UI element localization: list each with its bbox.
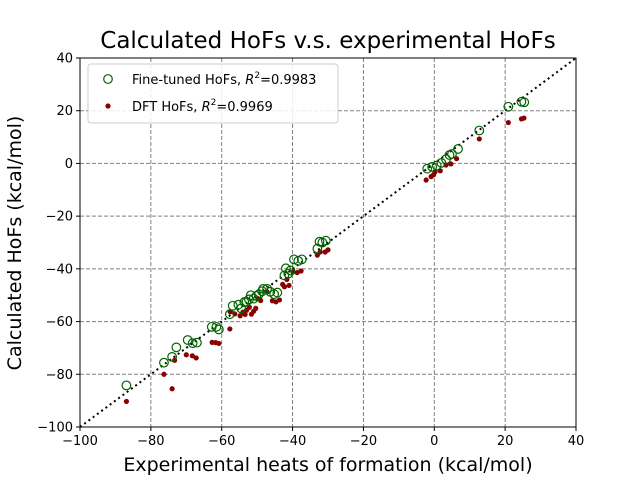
dft-data-point <box>123 398 130 405</box>
fine-tuned-data-point <box>453 144 463 154</box>
dft-data-point <box>183 352 189 358</box>
legend-label-fine-tuned: Fine-tuned HoFs, R2=0.9983 <box>132 71 316 88</box>
dft-data-point <box>276 297 283 303</box>
legend-box <box>87 63 339 124</box>
y-tick-label: 40 <box>56 52 73 67</box>
dft-data-point <box>169 386 175 392</box>
legend: Fine-tuned HoFs, R2=0.9983 DFT HoFs, R2=… <box>87 63 339 124</box>
legend-label-fine-tuned-prefix: Fine-tuned HoFs, <box>132 73 245 88</box>
x-tick-label: −60 <box>208 434 235 449</box>
fine-tuned-data-point <box>227 300 238 311</box>
dft-hofs-series <box>123 115 527 405</box>
dft-data-point <box>189 353 195 359</box>
legend-label-fine-tuned-r2: =0.9983 <box>260 73 316 88</box>
legend-marker-dft <box>105 103 111 109</box>
y-tick-label: −40 <box>46 262 73 277</box>
fine-tuned-data-point <box>159 357 169 368</box>
dft-data-point <box>505 119 511 126</box>
fine-tuned-data-point <box>312 243 323 254</box>
x-tick-label: −40 <box>279 434 306 449</box>
fine-tuned-data-point <box>171 342 182 353</box>
y-tick-label: −80 <box>46 368 73 383</box>
identity-reference-line <box>79 57 577 428</box>
dft-data-point <box>448 161 454 167</box>
x-tick-label: 40 <box>568 434 585 449</box>
x-tick-label: 0 <box>430 434 438 449</box>
legend-marker-fine-tuned <box>103 74 113 84</box>
dft-data-point <box>476 136 482 142</box>
fine-tuned-data-point <box>280 263 291 274</box>
x-tick-label: −20 <box>350 434 377 449</box>
fine-tuned-data-point <box>187 338 198 349</box>
fine-tuned-data-point <box>283 268 294 279</box>
y-tick-label: −20 <box>46 210 73 225</box>
fine-tuned-data-point <box>121 380 132 391</box>
dft-data-point <box>242 311 248 318</box>
y-tick-label: −100 <box>37 421 73 436</box>
dft-data-point <box>227 326 233 332</box>
fine-tuned-data-point <box>211 321 222 332</box>
fine-tuned-data-point <box>474 125 485 136</box>
fine-tuned-data-point <box>296 254 307 265</box>
dft-data-point <box>294 269 300 276</box>
fine-tuned-data-point <box>213 324 224 335</box>
fine-tuned-hofs-series <box>121 96 530 391</box>
fine-tuned-data-point <box>262 283 272 294</box>
fine-tuned-data-point <box>427 161 438 172</box>
dft-data-point <box>325 247 331 253</box>
dft-data-point <box>281 284 288 290</box>
dft-data-point <box>193 355 199 361</box>
y-tick-label: −60 <box>46 315 73 330</box>
x-tick-label: −80 <box>137 434 164 449</box>
fine-tuned-data-point <box>447 149 457 159</box>
legend-label-dft-r2: =0.9969 <box>216 100 272 115</box>
dft-data-point <box>298 268 304 274</box>
dft-data-point <box>161 371 167 377</box>
y-tick-label: 0 <box>65 157 73 172</box>
dft-data-point <box>237 313 243 319</box>
fine-tuned-data-point <box>285 265 296 276</box>
fine-tuned-data-point <box>206 321 217 332</box>
fine-tuned-data-point <box>503 101 514 112</box>
dft-data-point <box>253 305 259 311</box>
dft-data-point <box>423 177 429 183</box>
y-axis-label: Calculated HoFs (kcal/mol) <box>4 116 26 371</box>
fine-tuned-data-point <box>519 97 530 108</box>
chart-title: Calculated HoFs v.s. experimental HoFs <box>100 28 555 54</box>
x-tick-label: 20 <box>497 434 514 449</box>
x-axis-label: Experimental heats of formation (kcal/mo… <box>123 454 532 476</box>
x-tick-label: −100 <box>62 434 98 449</box>
fine-tuned-data-point <box>182 335 193 345</box>
fine-tuned-data-point <box>320 235 331 246</box>
dft-data-point <box>216 340 222 347</box>
fine-tuned-data-point <box>289 254 299 265</box>
dft-data-point <box>286 282 292 289</box>
fine-tuned-data-point <box>224 309 235 320</box>
legend-label-dft: DFT HoFs, R2=0.9969 <box>132 98 273 115</box>
x-axis-ticks: −100 −80 −60 −40 −20 0 20 40 <box>62 427 584 449</box>
fine-tuned-data-point <box>272 287 283 298</box>
fine-tuned-data-point <box>236 303 247 314</box>
fine-tuned-data-point <box>167 351 178 362</box>
fine-tuned-data-point <box>251 291 262 301</box>
fine-tuned-data-point <box>422 163 433 174</box>
y-axis-ticks: −100 −80 −60 −40 −20 0 20 40 <box>37 52 80 436</box>
fine-tuned-data-point <box>192 337 202 348</box>
legend-label-dft-prefix: DFT HoFs, <box>132 100 202 115</box>
y-tick-label: 20 <box>56 104 73 119</box>
dft-data-point <box>521 115 527 121</box>
plot-frame <box>79 57 577 428</box>
